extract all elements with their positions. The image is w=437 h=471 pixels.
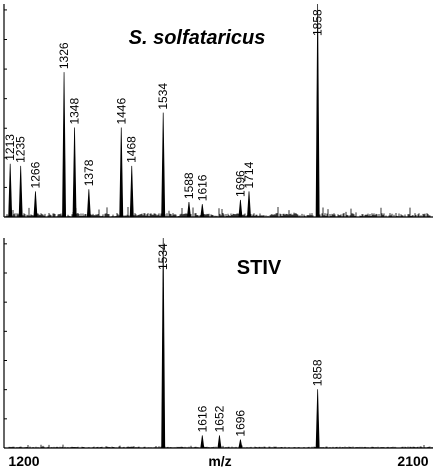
peak-0-9 bbox=[186, 202, 191, 218]
peak-1-1 bbox=[200, 435, 205, 449]
peak-label-0-7: 1468 bbox=[125, 136, 139, 163]
peak-0-4 bbox=[72, 127, 77, 218]
peak-0-7 bbox=[129, 165, 134, 218]
peak-label-0-0: 1213 bbox=[3, 134, 17, 161]
x-tick-label-max: 2100 bbox=[397, 453, 428, 469]
peak-1-2 bbox=[217, 435, 222, 449]
peak-label-0-8: 1534 bbox=[156, 83, 170, 110]
panel-title-solfataricus: S. solfataricus bbox=[129, 27, 266, 49]
peak-label-0-12: 1714 bbox=[242, 161, 256, 188]
peak-0-12 bbox=[247, 191, 251, 218]
peak-0-11 bbox=[238, 199, 243, 218]
peak-label-0-13: 1858 bbox=[311, 9, 325, 36]
noise-trace-0 bbox=[5, 207, 433, 217]
peak-label-0-4: 1348 bbox=[68, 98, 82, 125]
peak-0-3 bbox=[62, 72, 67, 218]
peak-label-1-3: 1696 bbox=[233, 410, 247, 437]
peak-0-0 bbox=[8, 163, 13, 218]
peak-label-1-1: 1616 bbox=[195, 405, 209, 432]
x-axis: 1200 2100 m/z bbox=[8, 453, 428, 469]
peak-0-1 bbox=[18, 165, 23, 218]
peak-1-0 bbox=[161, 237, 166, 449]
peak-label-1-2: 1652 bbox=[212, 405, 226, 432]
peak-label-1-0: 1534 bbox=[156, 243, 170, 270]
peak-label-0-10: 1616 bbox=[195, 174, 209, 201]
peak-label-0-9: 1588 bbox=[182, 172, 196, 199]
peak-label-0-2: 1266 bbox=[28, 161, 42, 188]
peak-label-0-6: 1446 bbox=[114, 98, 128, 125]
peak-0-13 bbox=[315, 3, 320, 218]
peak-label-0-5: 1378 bbox=[82, 159, 96, 186]
peak-1-4 bbox=[315, 389, 320, 449]
peak-label-1-4: 1858 bbox=[311, 359, 325, 386]
peak-0-5 bbox=[86, 189, 91, 218]
peak-1-3 bbox=[238, 439, 243, 449]
peak-label-0-1: 1235 bbox=[14, 136, 28, 163]
panel-stiv: STIV 1534 1616 1652 1696 1858 bbox=[3, 237, 433, 449]
peak-0-10 bbox=[200, 204, 205, 218]
peak-0-8 bbox=[161, 112, 166, 218]
peak-label-0-3: 1326 bbox=[57, 42, 71, 69]
x-tick-label-min: 1200 bbox=[8, 453, 39, 469]
x-axis-label: m/z bbox=[208, 453, 231, 469]
panel-title-stiv: STIV bbox=[237, 257, 282, 279]
peak-label-0-11: 1696 bbox=[233, 170, 247, 197]
peak-0-6 bbox=[119, 127, 124, 218]
peak-0-2 bbox=[33, 191, 38, 218]
